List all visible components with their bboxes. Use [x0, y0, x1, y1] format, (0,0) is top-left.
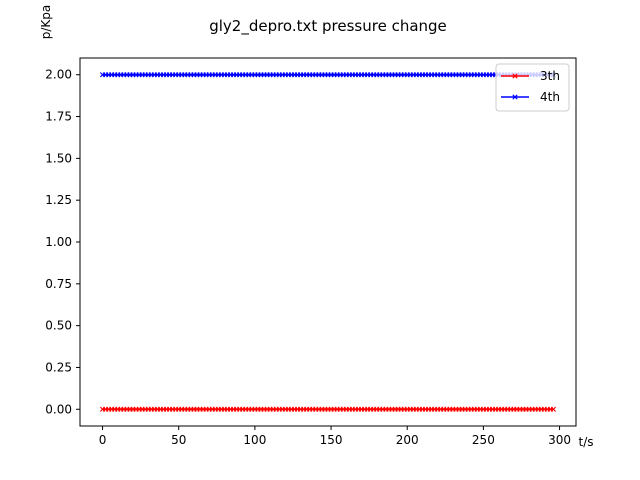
plot-frame: [79, 57, 577, 427]
y-tick-label: 1.50: [45, 151, 72, 165]
chart-title: gly2_depro.txt pressure change: [209, 17, 447, 36]
y-tick-label: 0.75: [45, 277, 72, 291]
y-axis-label: p/Kpa: [39, 5, 53, 40]
x-tick-label: 300: [548, 433, 571, 447]
plot-area: [99, 72, 557, 412]
legend-marker: [512, 94, 518, 100]
legend-label: 4th: [540, 90, 560, 104]
y-tick-label: 0.00: [45, 402, 72, 416]
legend-marker: [512, 73, 518, 79]
legend: 3th 4th: [495, 63, 570, 112]
legend-label: 3th: [540, 69, 560, 83]
y-tick-label: 2.00: [45, 68, 72, 82]
series-4th: [99, 72, 557, 78]
x-tick-label: 250: [472, 433, 495, 447]
y-tick-label: 1.75: [45, 110, 72, 124]
x-tick-label: 100: [243, 433, 266, 447]
data-point: [550, 406, 557, 412]
x-axis-label: t/s: [579, 435, 594, 449]
x-tick-label: 200: [396, 433, 419, 447]
y-tick-label: 1.00: [45, 235, 72, 249]
y-tick-label: 0.50: [45, 319, 72, 333]
x-tick-label: 0: [99, 433, 107, 447]
y-tick-label: 0.25: [45, 360, 72, 374]
y-tick-label: 1.25: [45, 193, 72, 207]
x-tick-label: 150: [320, 433, 343, 447]
series-3th: [99, 406, 557, 412]
x-tick-label: 50: [171, 433, 186, 447]
